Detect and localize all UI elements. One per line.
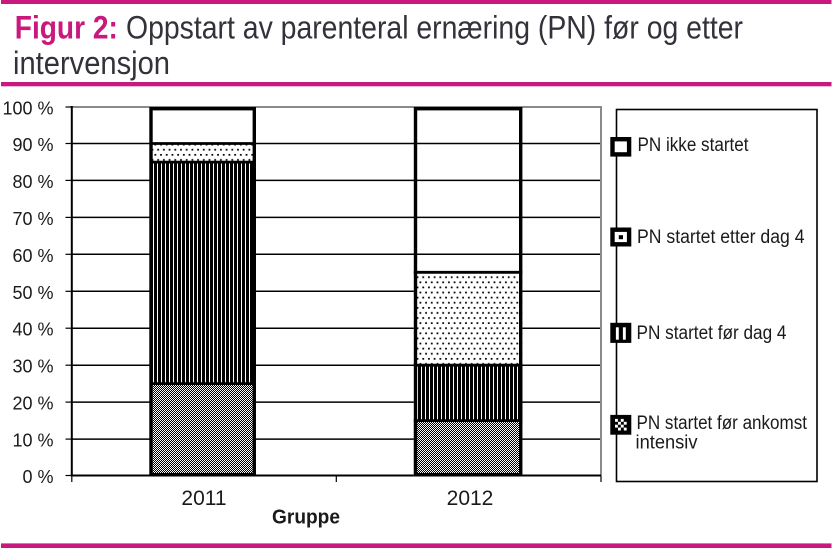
- svg-text:20 %: 20 %: [12, 394, 53, 414]
- svg-text:10 %: 10 %: [12, 431, 53, 451]
- svg-text:PN ikke startet: PN ikke startet: [638, 135, 750, 156]
- svg-text:100 %: 100 %: [2, 99, 53, 119]
- svg-text:PN startet før ankomst: PN startet før ankomst: [637, 413, 808, 434]
- svg-text:PN startet etter dag 4: PN startet etter dag 4: [637, 227, 805, 248]
- svg-text:90 %: 90 %: [12, 135, 53, 155]
- svg-text:50 %: 50 %: [12, 283, 53, 303]
- svg-text:intervensjon: intervensjon: [13, 45, 170, 81]
- svg-text:Figur 2:: Figur 2:: [15, 10, 118, 46]
- svg-text:30 %: 30 %: [12, 357, 53, 377]
- svg-text:40 %: 40 %: [12, 320, 53, 340]
- svg-text:2011: 2011: [181, 487, 226, 510]
- svg-text:intensiv: intensiv: [636, 433, 698, 454]
- svg-text:80 %: 80 %: [12, 172, 53, 192]
- svg-text:0 %: 0 %: [22, 467, 53, 487]
- svg-text:PN startet før dag 4: PN startet før dag 4: [637, 323, 787, 344]
- svg-text:2012: 2012: [447, 487, 494, 510]
- svg-text:Gruppe: Gruppe: [272, 507, 340, 529]
- svg-text:70 %: 70 %: [12, 209, 53, 229]
- svg-text:60 %: 60 %: [12, 246, 53, 266]
- svg-text:Oppstart av parenteral ernærin: Oppstart av parenteral ernæring (PN) før…: [126, 10, 743, 46]
